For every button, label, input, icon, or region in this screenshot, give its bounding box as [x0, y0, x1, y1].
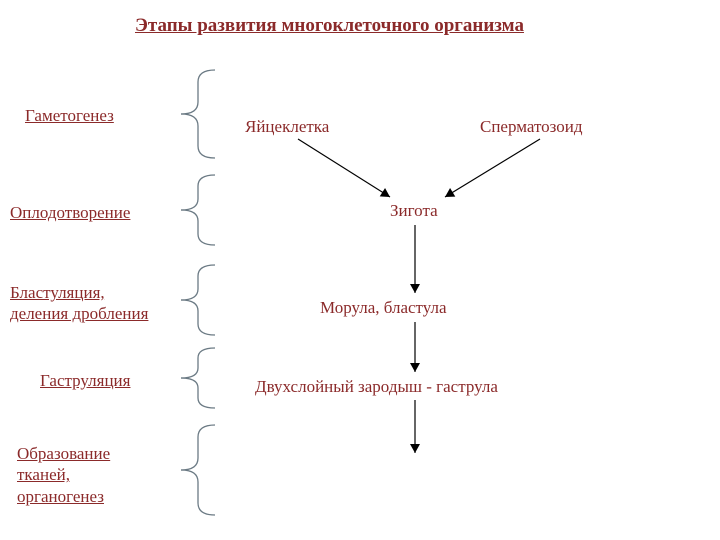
- stage-blastulation: Бластуляция, деления дробления: [10, 282, 148, 325]
- stage-gametogenesis: Гаметогенез: [25, 105, 114, 126]
- bracket: [181, 470, 215, 515]
- arrow-head: [410, 363, 420, 372]
- node-morula: Морула, бластула: [320, 298, 447, 318]
- bracket: [181, 348, 215, 378]
- bracket: [181, 425, 215, 470]
- arrow-line: [445, 139, 540, 197]
- arrow-line: [298, 139, 390, 197]
- bracket: [181, 265, 215, 300]
- bracket: [181, 300, 215, 335]
- stage-organogenesis: Образование тканей, органогенез: [17, 443, 110, 507]
- bracket: [181, 378, 215, 408]
- bracket: [181, 210, 215, 245]
- node-zygote: Зигота: [390, 201, 438, 221]
- arrow-head: [410, 444, 420, 453]
- stage-fertilization: Оплодотворение: [10, 202, 130, 223]
- arrow-head: [380, 188, 390, 197]
- diagram-title: Этапы развития многоклеточного организма: [135, 15, 524, 37]
- arrow-head: [410, 284, 420, 293]
- stage-gastrulation: Гаструляция: [40, 370, 130, 391]
- node-gastrula: Двухслойный зародыш - гаструла: [255, 377, 498, 397]
- node-sperm: Сперматозоид: [480, 117, 583, 137]
- bracket: [181, 114, 215, 158]
- node-egg: Яйцеклетка: [245, 117, 329, 137]
- bracket: [181, 70, 215, 114]
- bracket: [181, 175, 215, 210]
- arrow-head: [445, 188, 455, 197]
